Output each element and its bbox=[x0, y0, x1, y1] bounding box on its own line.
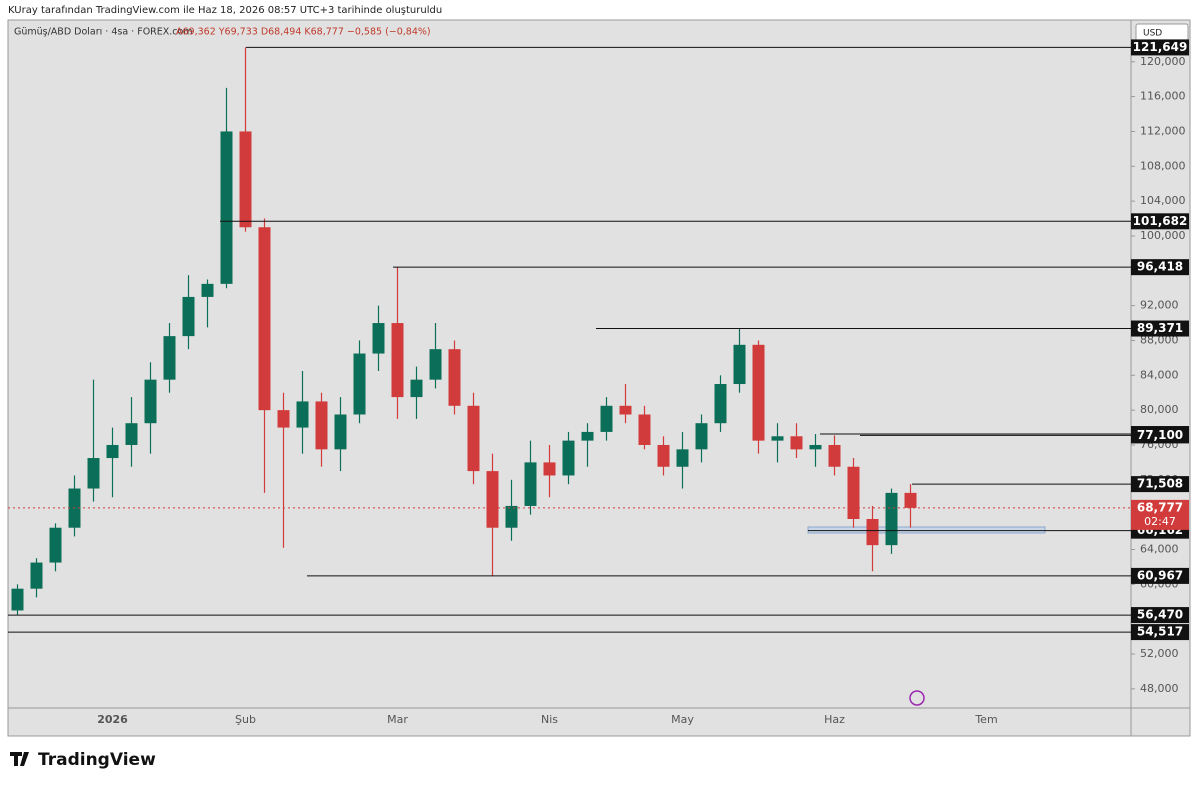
candle-body bbox=[467, 405, 480, 472]
candle-body bbox=[657, 444, 670, 467]
candle-body bbox=[714, 384, 727, 424]
y-tick-label: 116,000 bbox=[1140, 90, 1186, 103]
candle-body bbox=[315, 401, 328, 450]
candle-body bbox=[353, 353, 366, 415]
candle-body bbox=[600, 405, 613, 432]
y-tick-label: 48,000 bbox=[1140, 682, 1179, 695]
price-tag bbox=[1131, 39, 1189, 56]
candle-body bbox=[638, 414, 651, 445]
candle-body bbox=[334, 414, 347, 450]
price-tag-label: 71,508 bbox=[1137, 477, 1183, 491]
price-tag bbox=[1131, 567, 1189, 584]
price-tag-label: 101,682 bbox=[1133, 214, 1188, 228]
y-tick-label: 80,000 bbox=[1140, 403, 1179, 416]
candle-body bbox=[752, 344, 765, 441]
y-tick-label: 108,000 bbox=[1140, 159, 1186, 172]
x-tick-label: Nis bbox=[541, 713, 558, 726]
last-price-label: 68,777 bbox=[1137, 500, 1183, 514]
price-tag-label: 56,470 bbox=[1137, 608, 1183, 622]
x-tick-label: Mar bbox=[387, 713, 408, 726]
price-tag-label: 121,649 bbox=[1133, 40, 1188, 54]
flash-icon bbox=[909, 690, 925, 706]
candle-body bbox=[790, 436, 803, 450]
price-tag bbox=[1131, 624, 1189, 641]
symbol: Gümüş/ABD Doları · 4sa · FOREX.com bbox=[14, 27, 193, 38]
candle-body bbox=[182, 296, 195, 337]
x-tick-label: Şub bbox=[235, 713, 256, 726]
price-tag bbox=[1131, 427, 1189, 444]
candle-body bbox=[144, 379, 157, 424]
price-tag-label: 96,418 bbox=[1137, 260, 1183, 274]
candle-body bbox=[296, 401, 309, 428]
y-tick-label: 112,000 bbox=[1140, 124, 1186, 137]
price-tag-label: 54,517 bbox=[1137, 625, 1183, 639]
candle-body bbox=[904, 492, 917, 508]
candle-body bbox=[429, 349, 442, 380]
y-tick-label: 92,000 bbox=[1140, 299, 1179, 312]
candle-body bbox=[258, 227, 271, 411]
candle-body bbox=[809, 444, 822, 450]
x-tick-label: 2026 bbox=[97, 713, 128, 726]
chart-frame bbox=[7, 19, 1191, 737]
price-tag bbox=[1131, 320, 1189, 337]
candle-body bbox=[30, 562, 43, 589]
candle-body bbox=[866, 519, 879, 546]
y-tick-label: 100,000 bbox=[1140, 229, 1186, 242]
currency: USD bbox=[1143, 29, 1162, 39]
logo bbox=[10, 752, 29, 766]
zone bbox=[807, 526, 1046, 534]
price-tag bbox=[1131, 213, 1189, 230]
ohlc-legend: A69,362 Y69,733 D68,494 K68,777 −0,585 (… bbox=[176, 27, 431, 38]
candle-body bbox=[771, 436, 784, 441]
y-tick-label: 64,000 bbox=[1140, 542, 1179, 555]
candle-body bbox=[11, 588, 24, 611]
countdown: 02:47 bbox=[1144, 515, 1176, 528]
price-tag-label: 77,100 bbox=[1137, 428, 1183, 442]
candle-body bbox=[562, 440, 575, 476]
candle-body bbox=[847, 466, 860, 520]
candle-body bbox=[619, 405, 632, 415]
brand: TradingView bbox=[38, 750, 156, 770]
y-tick-label: 52,000 bbox=[1140, 647, 1179, 660]
price-tag-label: 60,967 bbox=[1137, 568, 1183, 582]
x-tick-label: Tem bbox=[974, 713, 997, 726]
candle-body bbox=[885, 492, 898, 546]
price-tag-label: 89,371 bbox=[1137, 321, 1183, 335]
candle-body bbox=[695, 423, 708, 450]
candle-body bbox=[125, 423, 138, 445]
candle-body bbox=[410, 379, 423, 398]
attribution: KUray tarafından TradingView.com ile Haz… bbox=[8, 5, 442, 16]
candle-body bbox=[220, 131, 233, 284]
candle-body bbox=[733, 344, 746, 385]
price-tag bbox=[1131, 476, 1189, 493]
y-tick-label: 104,000 bbox=[1140, 194, 1186, 207]
candle-body bbox=[277, 410, 290, 428]
candle-body bbox=[201, 283, 214, 297]
candle-body bbox=[448, 349, 461, 406]
candle-body bbox=[828, 444, 841, 467]
candle-body bbox=[106, 444, 119, 459]
price-tag bbox=[1131, 607, 1189, 624]
price-tag bbox=[1131, 259, 1189, 276]
x-tick-label: Haz bbox=[824, 713, 845, 726]
candle-body bbox=[505, 505, 518, 528]
y-tick-label: 84,000 bbox=[1140, 368, 1179, 381]
candle-body bbox=[372, 323, 385, 354]
x-tick-label: May bbox=[671, 713, 694, 726]
candle-body bbox=[87, 458, 100, 489]
candle-body bbox=[676, 449, 689, 467]
candle-body bbox=[581, 431, 594, 441]
candle-body bbox=[239, 131, 252, 228]
candle-body bbox=[391, 323, 404, 398]
candle-body bbox=[49, 527, 62, 563]
candle-body bbox=[163, 336, 176, 380]
last-price-tag bbox=[1131, 499, 1189, 530]
candle-body bbox=[524, 462, 537, 506]
candle-body bbox=[543, 462, 556, 476]
y-tick-label: 88,000 bbox=[1140, 333, 1179, 346]
y-tick-label: 120,000 bbox=[1140, 55, 1186, 68]
candle-body bbox=[486, 471, 499, 528]
